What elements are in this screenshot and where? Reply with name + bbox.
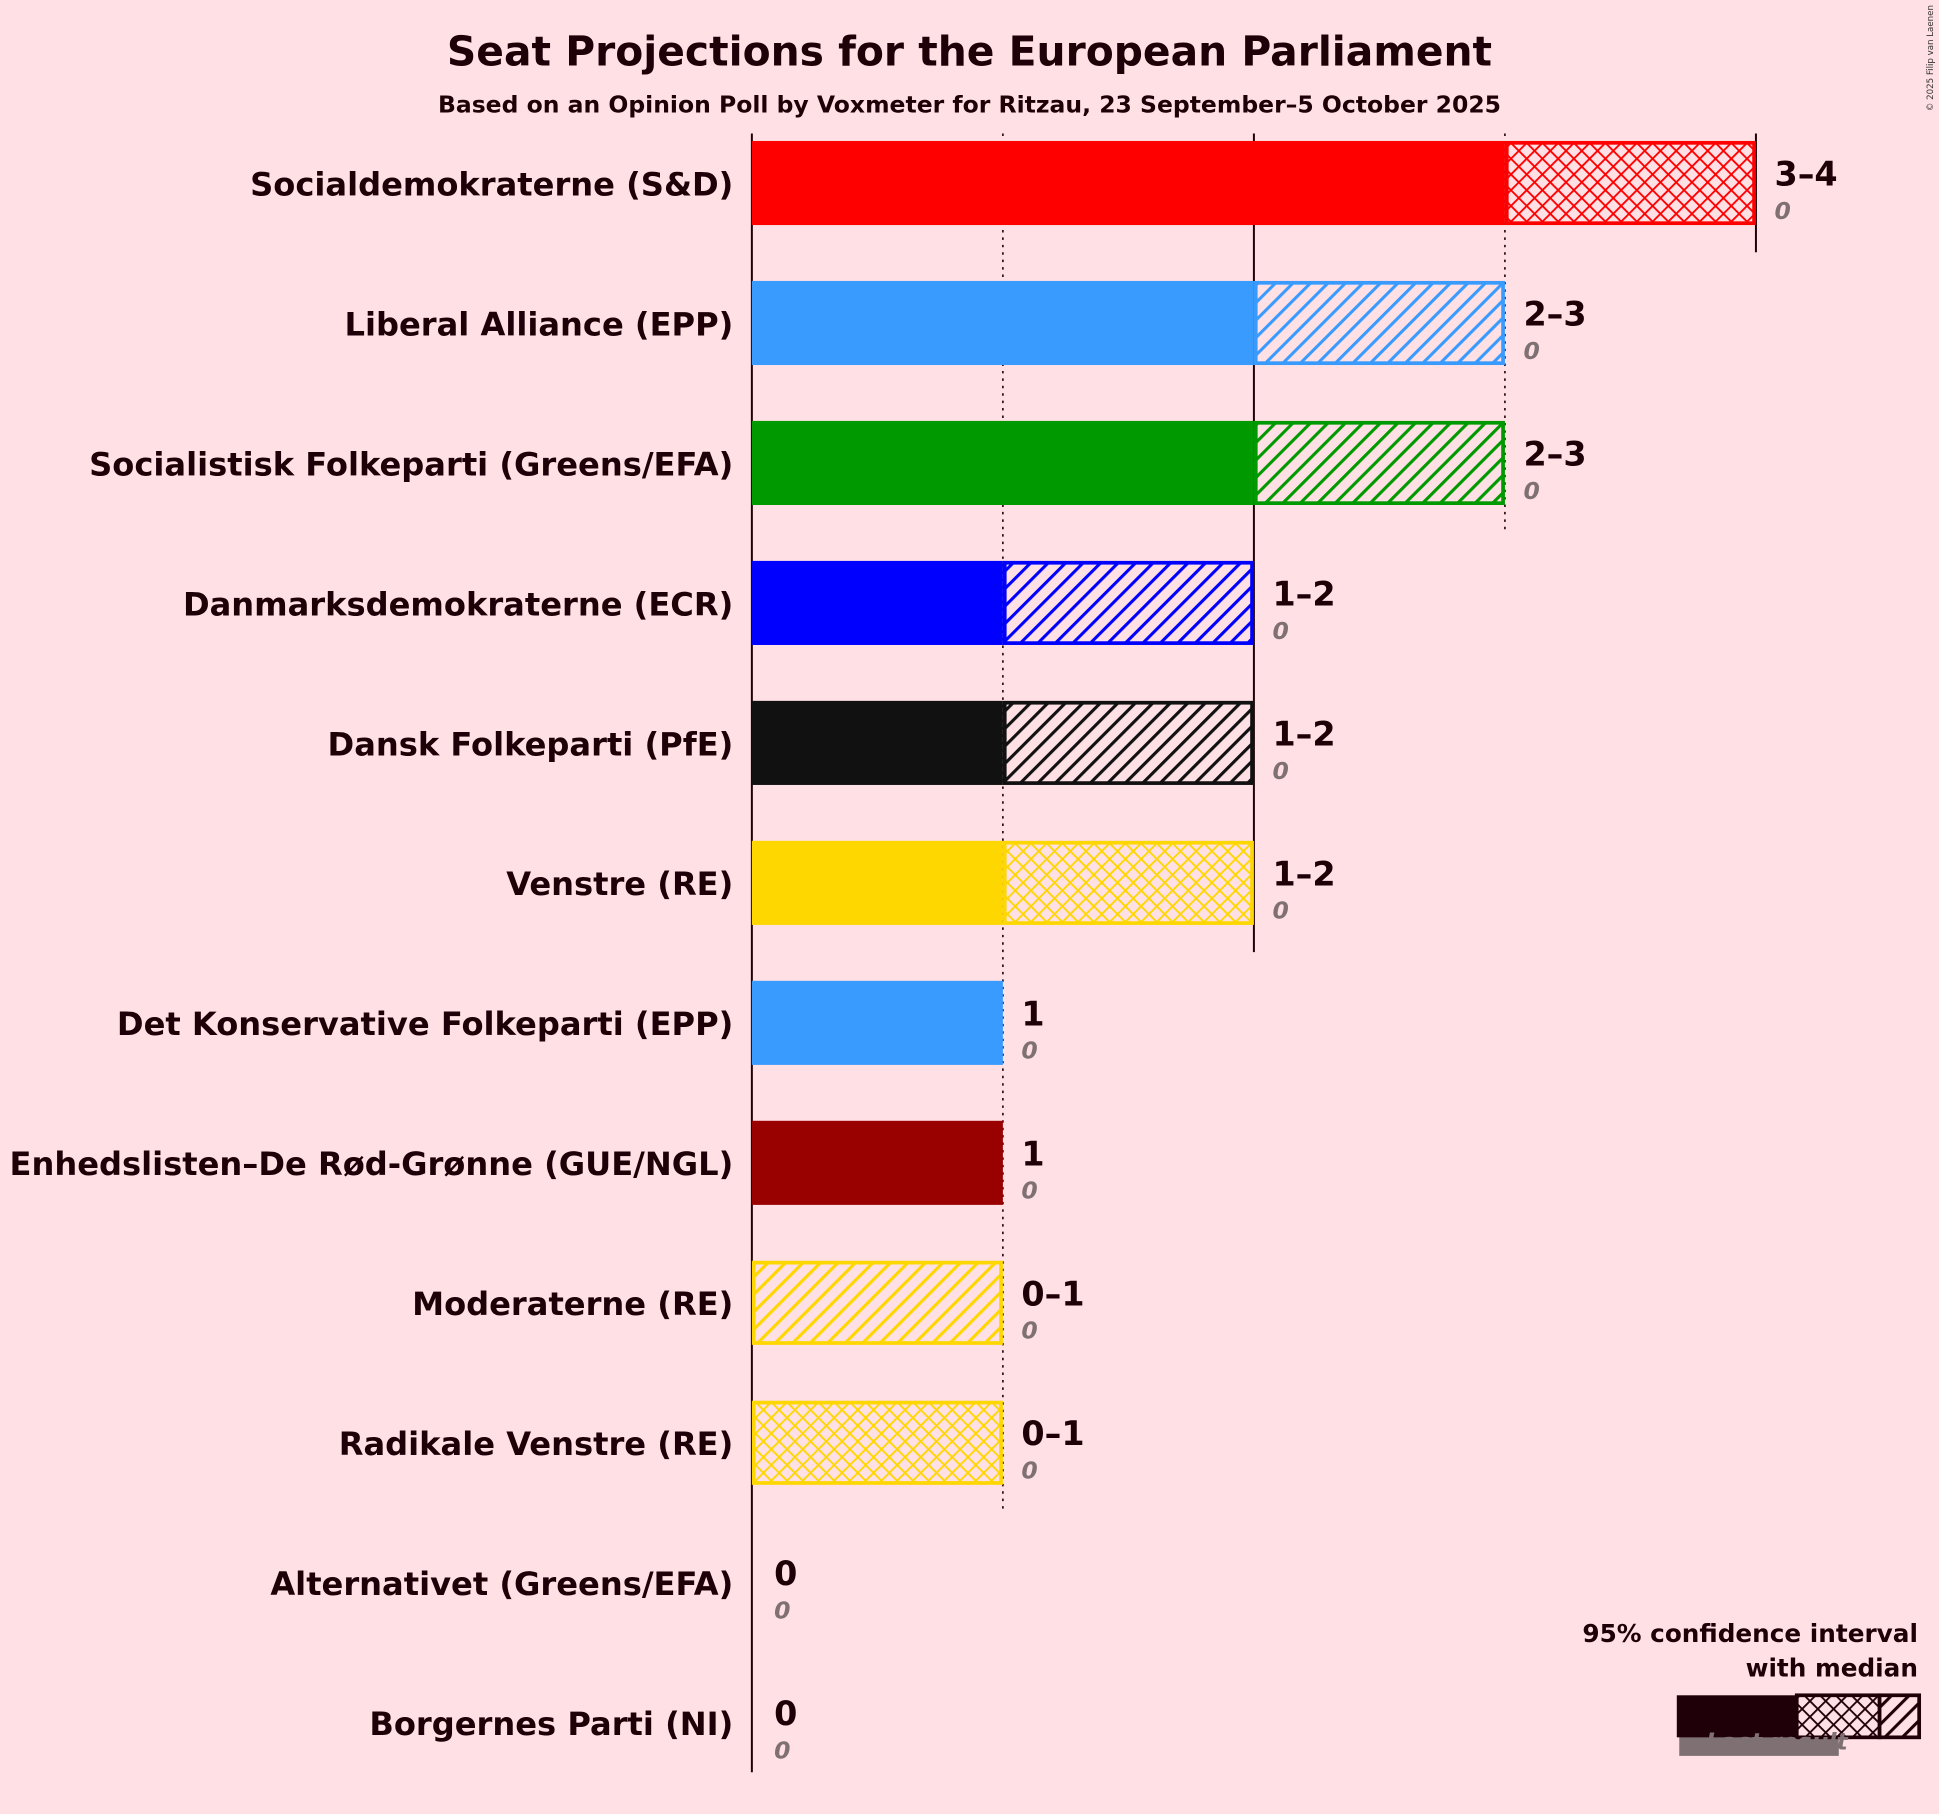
range-label: 3–4 bbox=[1774, 154, 1837, 193]
legend-solid bbox=[1676, 1695, 1797, 1738]
party-row: Danmarksdemokraterne (ECR) 1–2 0 bbox=[183, 560, 1336, 645]
legend-last-result-label: Last result bbox=[1706, 1728, 1848, 1756]
last-result-label: 0 bbox=[1021, 1317, 1037, 1345]
range-label: 2–3 bbox=[1523, 294, 1586, 333]
party-row: Dansk Folkeparti (PfE) 1–2 0 bbox=[328, 700, 1336, 785]
bar-hatch bbox=[1253, 280, 1505, 366]
party-label: Enhedslisten–De Rød-Grønne (GUE/NGL) bbox=[10, 1145, 734, 1183]
range-label: 1 bbox=[1021, 1134, 1044, 1173]
range-label: 0 bbox=[774, 1694, 797, 1733]
party-row: Socialdemokraterne (S&D) 3–4 0 bbox=[250, 140, 1838, 226]
range-label: 0–1 bbox=[1021, 1414, 1084, 1453]
bar-hatch bbox=[751, 1260, 1003, 1345]
chart-title: Seat Projections for the European Parlia… bbox=[447, 28, 1492, 76]
range-label: 1–2 bbox=[1272, 854, 1335, 893]
bar-solid bbox=[751, 840, 1003, 925]
last-result-label: 0 bbox=[774, 1597, 790, 1625]
last-result-label: 0 bbox=[1523, 477, 1539, 505]
copyright: © 2025 Filip van Laenen bbox=[1926, 5, 1936, 111]
bar-crosshatch bbox=[1002, 840, 1254, 925]
last-result-label: 0 bbox=[1021, 1177, 1037, 1205]
party-label: Liberal Alliance (EPP) bbox=[344, 305, 733, 343]
bar-solid bbox=[751, 140, 1505, 226]
party-row: Borgernes Parti (NI) 0 0 bbox=[369, 1694, 797, 1764]
bar-crosshatch bbox=[1504, 140, 1756, 226]
party-label: Socialistisk Folkeparti (Greens/EFA) bbox=[89, 445, 733, 483]
legend-last-result-bar bbox=[1679, 1736, 1839, 1756]
bar-solid bbox=[751, 280, 1254, 366]
party-row: Det Konservative Folkeparti (EPP) 1 0 bbox=[117, 980, 1045, 1065]
bar-crosshatch bbox=[751, 1400, 1003, 1485]
party-row: Socialistisk Folkeparti (Greens/EFA) 2–3 0 bbox=[89, 420, 1587, 506]
party-row: Venstre (RE) 1–2 0 bbox=[506, 840, 1336, 925]
party-label: Det Konservative Folkeparti (EPP) bbox=[117, 1005, 733, 1043]
party-row: Moderaterne (RE) 0–1 0 bbox=[412, 1260, 1085, 1345]
bar-solid bbox=[751, 700, 1003, 785]
range-label: 1–2 bbox=[1272, 714, 1335, 753]
range-label: 2–3 bbox=[1523, 434, 1586, 473]
last-result-label: 0 bbox=[1523, 337, 1539, 365]
chart-subtitle: Based on an Opinion Poll by Voxmeter for… bbox=[438, 91, 1501, 119]
party-label: Alternativet (Greens/EFA) bbox=[270, 1565, 733, 1603]
party-label: Dansk Folkeparti (PfE) bbox=[328, 725, 734, 763]
party-label: Venstre (RE) bbox=[506, 865, 733, 903]
bar-hatch bbox=[1002, 560, 1254, 645]
bar-hatch bbox=[1253, 420, 1505, 506]
bar-solid bbox=[751, 420, 1254, 506]
party-row: Enhedslisten–De Rød-Grønne (GUE/NGL) 1 0 bbox=[10, 1120, 1045, 1205]
party-label: Radikale Venstre (RE) bbox=[339, 1425, 734, 1463]
range-label: 1 bbox=[1021, 994, 1044, 1033]
range-label: 0–1 bbox=[1021, 1274, 1084, 1313]
last-result-label: 0 bbox=[1021, 1457, 1037, 1485]
legend: 95% confidence interval with median Last… bbox=[1582, 1619, 1922, 1756]
gridlines bbox=[750, 133, 1757, 1773]
range-label: 0 bbox=[774, 1554, 797, 1593]
party-row: Liberal Alliance (EPP) 2–3 0 bbox=[344, 280, 1587, 366]
last-result-label: 0 bbox=[1272, 617, 1288, 645]
last-result-label: 0 bbox=[1272, 897, 1288, 925]
party-label: Danmarksdemokraterne (ECR) bbox=[183, 585, 733, 623]
legend-title-line2: with median bbox=[1746, 1654, 1918, 1683]
last-result-label: 0 bbox=[1774, 197, 1790, 225]
bar-solid bbox=[751, 560, 1003, 645]
party-label: Moderaterne (RE) bbox=[412, 1285, 733, 1323]
last-result-label: 0 bbox=[774, 1737, 790, 1765]
last-result-label: 0 bbox=[1021, 1037, 1037, 1065]
legend-title-line1: 95% confidence interval bbox=[1582, 1619, 1918, 1648]
party-label: Socialdemokraterne (S&D) bbox=[250, 165, 733, 203]
party-label: Borgernes Parti (NI) bbox=[369, 1705, 733, 1743]
legend-hatch bbox=[1877, 1693, 1922, 1740]
bar-solid bbox=[751, 1120, 1003, 1205]
last-result-label: 0 bbox=[1272, 757, 1288, 785]
range-label: 1–2 bbox=[1272, 574, 1335, 613]
party-row: Alternativet (Greens/EFA) 0 0 bbox=[270, 1554, 797, 1624]
party-row: Radikale Venstre (RE) 0–1 0 bbox=[339, 1400, 1085, 1485]
bar-solid bbox=[751, 980, 1003, 1065]
bar-hatch bbox=[1002, 700, 1254, 785]
